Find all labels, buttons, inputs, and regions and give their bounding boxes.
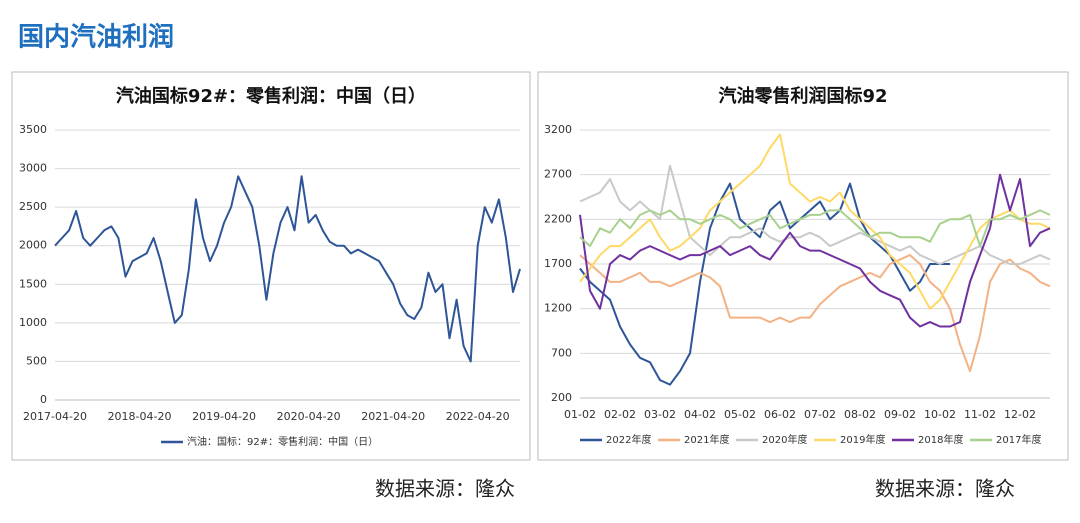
x-tick-label: 2017-04-20 bbox=[23, 410, 87, 423]
x-tick-label: 09-02 bbox=[884, 408, 916, 421]
x-tick-label: 2020-04-20 bbox=[277, 410, 341, 423]
x-tick-label: 01-02 bbox=[564, 408, 596, 421]
x-tick-label: 04-02 bbox=[684, 408, 716, 421]
source-note: 数据来源：隆众 bbox=[875, 477, 1015, 501]
legend-label: 2018年度 bbox=[918, 433, 963, 446]
series-line bbox=[579, 254, 1051, 373]
x-tick-label: 06-02 bbox=[764, 408, 796, 421]
chart-title: 汽油国标92#：零售利润：中国（日） bbox=[116, 85, 426, 107]
x-tick-label: 2021-04-20 bbox=[361, 410, 425, 423]
page-title: 国内汽油利润 bbox=[18, 22, 174, 53]
x-tick-label: 08-02 bbox=[844, 408, 876, 421]
y-tick-label: 500 bbox=[26, 354, 47, 367]
y-tick-label: 0 bbox=[40, 393, 47, 406]
x-tick-label: 2022-04-20 bbox=[446, 410, 510, 423]
x-tick-label: 11-02 bbox=[964, 408, 996, 421]
x-tick-label: 05-02 bbox=[724, 408, 756, 421]
series-line bbox=[579, 133, 1051, 310]
x-tick-label: 2018-04-20 bbox=[108, 410, 172, 423]
y-tick-label: 2000 bbox=[19, 239, 47, 252]
x-tick-label: 07-02 bbox=[804, 408, 836, 421]
series-line bbox=[579, 209, 1051, 248]
y-tick-label: 3200 bbox=[544, 123, 572, 136]
y-tick-label: 1200 bbox=[544, 302, 572, 315]
y-tick-label: 1000 bbox=[19, 316, 47, 329]
legend-label: 2020年度 bbox=[762, 433, 807, 446]
y-tick-label: 3500 bbox=[19, 123, 47, 136]
y-tick-label: 3000 bbox=[19, 162, 47, 175]
y-tick-label: 200 bbox=[551, 391, 572, 404]
y-tick-label: 2200 bbox=[544, 212, 572, 225]
y-tick-label: 2700 bbox=[544, 168, 572, 181]
x-tick-label: 12-02 bbox=[1004, 408, 1036, 421]
series-line bbox=[579, 173, 1051, 328]
x-tick-label: 2019-04-20 bbox=[192, 410, 256, 423]
chart-title: 汽油零售利润国标92 bbox=[718, 85, 887, 107]
legend-label: 2019年度 bbox=[840, 433, 885, 446]
y-tick-label: 1500 bbox=[19, 277, 47, 290]
legend-label: 汽油：国标：92#：零售利润：中国（日） bbox=[187, 435, 378, 448]
series-line bbox=[54, 175, 521, 363]
x-tick-label: 10-02 bbox=[924, 408, 956, 421]
legend-label: 2017年度 bbox=[996, 433, 1041, 446]
series-line bbox=[579, 164, 1051, 265]
panel bbox=[537, 71, 1069, 461]
y-tick-label: 700 bbox=[551, 346, 572, 359]
legend-label: 2022年度 bbox=[606, 433, 651, 446]
x-tick-label: 02-02 bbox=[604, 408, 636, 421]
x-tick-label: 03-02 bbox=[644, 408, 676, 421]
source-note: 数据来源：隆众 bbox=[375, 477, 515, 501]
y-tick-label: 1700 bbox=[544, 257, 572, 270]
y-tick-label: 2500 bbox=[19, 200, 47, 213]
legend-label: 2021年度 bbox=[684, 433, 729, 446]
